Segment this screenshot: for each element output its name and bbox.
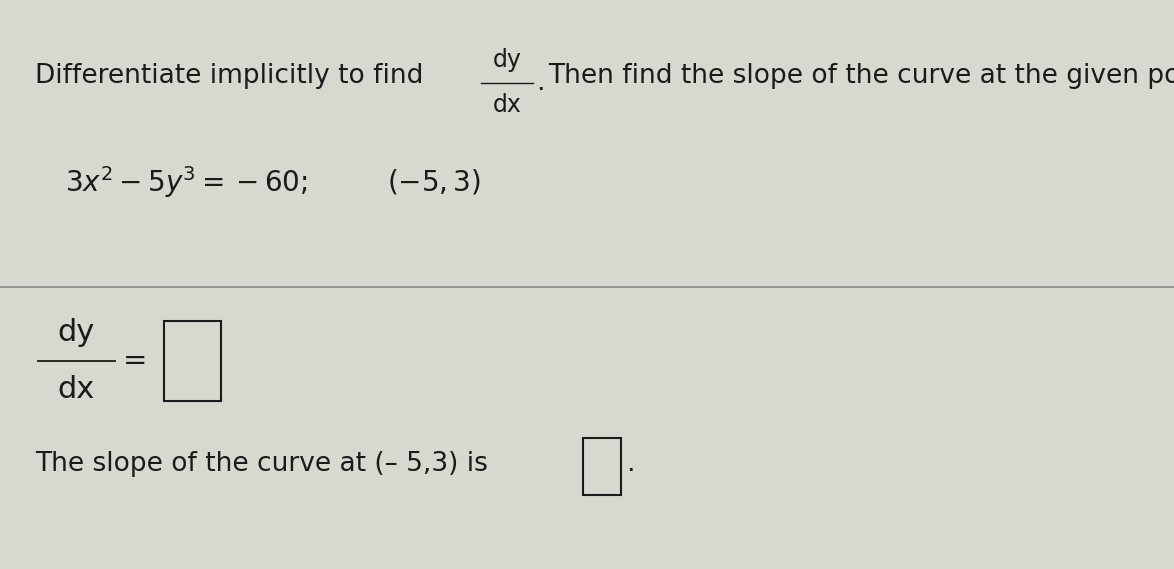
Text: The slope of the curve at (– 5,3) is: The slope of the curve at (– 5,3) is	[35, 451, 488, 477]
Text: .: .	[537, 69, 545, 96]
Text: =: =	[123, 347, 147, 376]
FancyBboxPatch shape	[164, 321, 221, 401]
Text: dx: dx	[493, 93, 521, 117]
Text: Then find the slope of the curve at the given point.: Then find the slope of the curve at the …	[548, 63, 1174, 89]
Text: Differentiate implicitly to find: Differentiate implicitly to find	[35, 63, 424, 89]
Text: dy: dy	[58, 319, 95, 347]
FancyBboxPatch shape	[583, 438, 621, 495]
Text: dx: dx	[58, 376, 95, 404]
Text: $(-5,3)$: $(-5,3)$	[387, 168, 481, 196]
Text: $3x^2 - 5y^3 = -60;$: $3x^2 - 5y^3 = -60;$	[65, 164, 308, 200]
Text: .: .	[626, 451, 634, 477]
Text: dy: dy	[493, 48, 521, 72]
